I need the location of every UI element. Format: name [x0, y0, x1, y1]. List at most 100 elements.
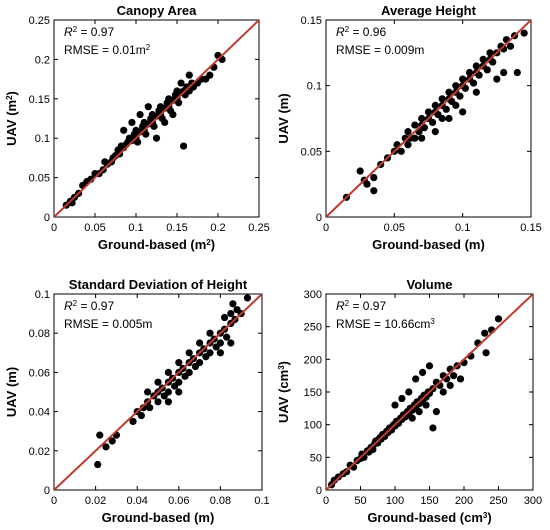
data-point: [175, 99, 183, 107]
chart-title: Standard Deviation of Height: [69, 277, 248, 292]
data-point: [411, 134, 419, 142]
data-point: [452, 101, 460, 109]
one-to-one-line: [54, 294, 262, 490]
rmse-annotation: RMSE = 0.005m: [64, 317, 152, 331]
data-point: [452, 82, 460, 90]
data-point: [391, 401, 399, 409]
data-point: [425, 362, 434, 370]
data-point: [472, 88, 480, 96]
data-point: [418, 114, 426, 123]
chart-panel-3: Standard Deviation of Height 0 0.02 0.04 0.0…: [4, 277, 270, 525]
y-tick-label: 0: [316, 485, 322, 497]
x-tick-label: 0: [51, 222, 57, 234]
x-tick-label: 0.2: [210, 222, 225, 234]
data-point: [398, 394, 406, 403]
data-point: [432, 408, 440, 416]
data-point: [482, 349, 490, 357]
data-point: [169, 110, 177, 119]
data-point: [142, 130, 150, 138]
data-point: [154, 378, 162, 386]
data-point: [185, 368, 193, 376]
data-point: [446, 381, 454, 390]
data-point: [196, 339, 204, 347]
r-squared-annotation: R2 = 0.96: [336, 25, 386, 40]
x-tick-label: 0: [323, 222, 329, 234]
x-tick-label: 0.15: [520, 222, 541, 234]
data-point: [494, 315, 503, 323]
data-point: [450, 372, 458, 380]
data-point: [439, 388, 447, 396]
x-tick-label: 0.04: [126, 495, 147, 507]
y-tick-label: 250: [304, 322, 322, 334]
y-tick-label: 0.2: [35, 54, 50, 66]
data-point: [164, 398, 172, 406]
data-point: [150, 122, 158, 130]
data-point: [206, 71, 214, 79]
data-point: [408, 414, 416, 422]
data-point: [411, 121, 419, 129]
y-tick-label: 0: [44, 212, 50, 224]
y-tick-label: 0.05: [301, 146, 322, 158]
data-point: [152, 134, 161, 142]
data-point: [429, 118, 437, 127]
data-point: [479, 55, 487, 64]
rmse-annotation: RMSE = 0.01m2: [64, 43, 151, 58]
data-point: [493, 75, 501, 83]
x-tick-label: 0.02: [85, 495, 106, 507]
y-tick-label: 0.25: [29, 15, 50, 27]
chart-panel-1: Canopy Area 0 0.05 0.1 0.15 0.2 0.25 0 0.05 0.1 0.…: [4, 3, 270, 252]
x-tick-label: 0.1: [254, 495, 269, 507]
y-tick-label: 0.02: [29, 446, 50, 458]
data-point: [227, 310, 235, 318]
x-tick-label: 0.08: [210, 495, 231, 507]
x-tick-label: 0.06: [168, 495, 189, 507]
data-point: [405, 388, 413, 396]
y-tick-label: 0.1: [35, 133, 50, 145]
y-axis-label: UAV (cm3): [276, 361, 291, 423]
y-tick-label: 0: [316, 212, 322, 224]
data-point: [431, 101, 439, 109]
data-point: [506, 42, 515, 50]
rmse-annotation: RMSE = 10.66cm3: [336, 317, 435, 332]
data-point: [412, 375, 420, 383]
r-squared-annotation: R2 = 0.97: [64, 25, 114, 40]
x-axis-label: Ground-based (m2): [98, 237, 215, 252]
one-to-one-line: [54, 20, 259, 217]
data-point: [146, 404, 154, 412]
x-axis-label: Ground-based (m): [102, 510, 215, 525]
x-axis-label: Ground-based (m): [372, 237, 485, 252]
data-point: [137, 411, 145, 420]
y-tick-label: 50: [310, 452, 322, 464]
data-point: [196, 359, 204, 367]
one-to-one-line: [326, 294, 533, 490]
y-tick-label: 0.15: [301, 15, 322, 27]
data-point: [418, 134, 426, 142]
data-point: [456, 92, 464, 100]
data-point: [243, 294, 252, 302]
data-point: [161, 118, 169, 127]
data-point: [370, 174, 378, 182]
data-point: [489, 58, 497, 66]
data-point: [415, 408, 423, 416]
chart-title: Volume: [407, 277, 453, 292]
data-point: [179, 142, 188, 150]
x-axis-label: Ground-based (cm3): [367, 510, 491, 525]
data-point: [223, 333, 231, 341]
chart-title: Average Height: [381, 3, 477, 18]
data-point: [94, 460, 102, 469]
data-point: [420, 124, 428, 132]
y-axis-label: UAV (m2): [4, 91, 19, 146]
y-tick-label: 0: [44, 485, 50, 497]
data-point: [129, 417, 137, 425]
data-point: [429, 424, 437, 432]
data-point: [164, 388, 172, 396]
x-tick-label: 50: [354, 495, 366, 507]
x-tick-label: 0.15: [166, 222, 187, 234]
data-point: [185, 349, 193, 357]
scatter-points: [62, 51, 226, 209]
x-tick-label: 300: [524, 495, 542, 507]
data-point: [483, 66, 491, 74]
chart-panel-4: Volume 0 50 100 150 200 250 300 0 50 100 150 200 250 3…: [276, 277, 542, 525]
